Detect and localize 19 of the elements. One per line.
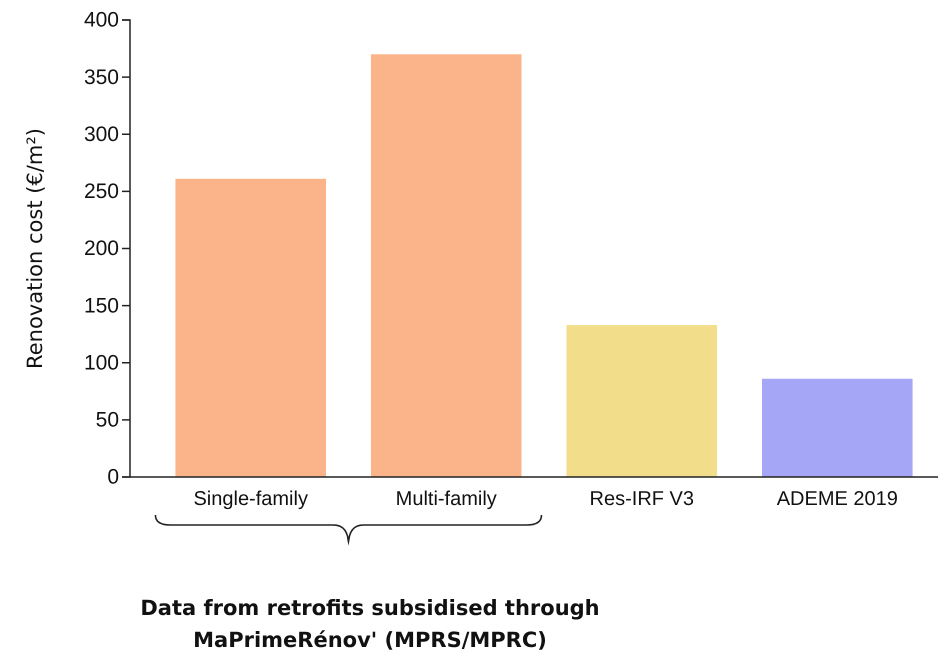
y-tick-label: 150 <box>84 294 119 318</box>
x-tick-label: Multi-family <box>396 488 497 510</box>
y-tick-label: 200 <box>84 237 119 260</box>
bar <box>175 178 326 477</box>
y-tick-label: 0 <box>107 466 119 489</box>
y-tick-label: 100 <box>84 351 119 374</box>
y-axis-title: Renovation cost (€/m²) <box>23 128 47 369</box>
x-tick-label: Single-family <box>193 488 308 510</box>
x-tick-label: Res-IRF V3 <box>590 488 694 510</box>
y-tick-label: 50 <box>96 408 119 432</box>
y-tick-label: 300 <box>84 122 119 146</box>
text: Data from retrofits subsidised through MaPrimeRénov' (MPRS/MPRC) <box>139 595 601 654</box>
bar <box>566 325 718 477</box>
y-tick-label: 400 <box>84 8 119 32</box>
y-tick-label: 250 <box>84 180 119 204</box>
x-tick-label: ADEME 2019 <box>776 488 898 510</box>
bar <box>762 378 913 477</box>
y-tick-label: 350 <box>84 66 119 89</box>
bar <box>370 54 522 477</box>
